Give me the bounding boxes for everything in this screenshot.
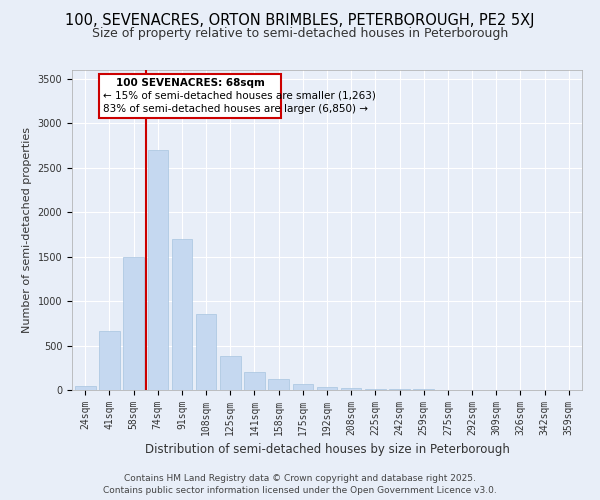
FancyBboxPatch shape <box>100 74 281 118</box>
Bar <box>75 386 95 390</box>
Text: 83% of semi-detached houses are larger (6,850) →: 83% of semi-detached houses are larger (… <box>103 104 368 114</box>
Bar <box>172 239 192 390</box>
Bar <box>389 389 410 390</box>
Bar <box>124 256 144 390</box>
Text: Contains HM Land Registry data © Crown copyright and database right 2025.
Contai: Contains HM Land Registry data © Crown c… <box>103 474 497 495</box>
Text: ← 15% of semi-detached houses are smaller (1,263): ← 15% of semi-detached houses are smalle… <box>103 91 376 101</box>
Bar <box>365 388 386 390</box>
Bar <box>220 356 241 390</box>
Bar <box>341 388 361 390</box>
Bar <box>196 314 217 390</box>
Bar <box>293 384 313 390</box>
Bar <box>268 380 289 390</box>
Bar <box>244 372 265 390</box>
X-axis label: Distribution of semi-detached houses by size in Peterborough: Distribution of semi-detached houses by … <box>145 444 509 456</box>
Text: Size of property relative to semi-detached houses in Peterborough: Size of property relative to semi-detach… <box>92 28 508 40</box>
Bar <box>317 387 337 390</box>
Text: 100, SEVENACRES, ORTON BRIMBLES, PETERBOROUGH, PE2 5XJ: 100, SEVENACRES, ORTON BRIMBLES, PETERBO… <box>65 12 535 28</box>
Y-axis label: Number of semi-detached properties: Number of semi-detached properties <box>22 127 32 333</box>
Text: 100 SEVENACRES: 68sqm: 100 SEVENACRES: 68sqm <box>116 78 265 88</box>
Bar <box>148 150 168 390</box>
Bar <box>99 332 120 390</box>
